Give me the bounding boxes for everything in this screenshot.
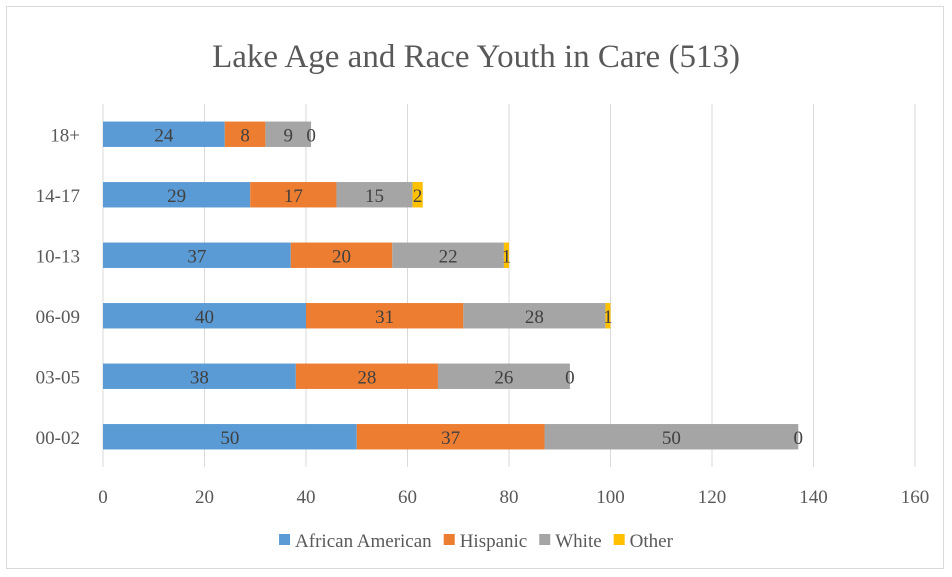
chart-frame: [6, 6, 944, 569]
data-label: 24: [154, 125, 174, 146]
bar-segment: [103, 303, 306, 329]
bar-segment: [290, 242, 393, 268]
data-label: 0: [794, 428, 804, 449]
chart-title: Lake Age and Race Youth in Care (513): [212, 39, 740, 75]
legend-swatch: [279, 534, 291, 545]
y-tick-label: 18+: [50, 125, 80, 146]
data-label: 0: [306, 125, 316, 146]
data-label: 22: [439, 246, 458, 267]
data-label: 37: [441, 428, 460, 449]
x-tick-label: 20: [195, 487, 214, 508]
bar-segment: [250, 182, 337, 208]
data-label: 20: [332, 246, 351, 267]
bar-segment: [463, 303, 606, 329]
bar-segment: [103, 424, 357, 450]
bar-segment: [224, 121, 266, 147]
bar-segment: [306, 303, 464, 329]
bar-segment: [605, 303, 611, 329]
bar-segment: [295, 363, 438, 389]
data-label: 17: [284, 186, 303, 207]
x-tick-label: 0: [98, 487, 108, 508]
x-tick-label: 160: [901, 487, 930, 508]
bar-segment: [103, 182, 251, 208]
y-tick-label: 14-17: [36, 186, 80, 207]
data-label: 9: [283, 125, 293, 146]
legend-label: African American: [295, 531, 432, 552]
data-label: 50: [220, 428, 239, 449]
x-tick-label: 80: [500, 487, 519, 508]
bar-segment: [412, 182, 423, 208]
data-label: 28: [357, 367, 376, 388]
legend-label: Other: [630, 531, 674, 552]
data-label: 28: [525, 307, 544, 328]
x-tick-label: 140: [799, 487, 828, 508]
legend-swatch: [613, 534, 625, 545]
x-tick-label: 60: [398, 487, 417, 508]
data-label: 0: [565, 367, 575, 388]
x-tick-label: 40: [297, 487, 316, 508]
y-tick-label: 06-09: [36, 307, 80, 328]
y-tick-label: 10-13: [36, 246, 80, 267]
data-label: 38: [190, 367, 209, 388]
data-label: 40: [195, 307, 214, 328]
bar-segment: [103, 121, 225, 147]
bar-segment: [392, 242, 504, 268]
legend-swatch: [539, 534, 551, 545]
bar-segment: [356, 424, 545, 450]
legend-swatch: [443, 534, 455, 545]
data-label: 8: [240, 125, 250, 146]
y-tick-label: 03-05: [36, 367, 80, 388]
bar-segment: [265, 121, 312, 147]
bar-segment: [336, 182, 413, 208]
data-label: 1: [603, 307, 613, 328]
x-tick-label: 120: [698, 487, 727, 508]
data-label: 15: [365, 186, 384, 207]
data-label: 37: [187, 246, 206, 267]
bar-segment: [544, 424, 799, 450]
bar-segment: [103, 363, 296, 389]
bars: 50 37 50 038 28 26 040 31 28 137 20 22 129 17 15 224 8 9 0: [103, 121, 804, 450]
legend: African American Hispanic White Other: [279, 531, 674, 552]
data-label: 26: [494, 367, 513, 388]
gridlines: [102, 104, 916, 467]
data-label: 2: [413, 186, 423, 207]
data-label: 29: [167, 186, 186, 207]
legend-label: Hispanic: [460, 531, 528, 552]
data-label: 31: [375, 307, 394, 328]
bar-segment: [103, 242, 291, 268]
data-label: 50: [662, 428, 681, 449]
y-tick-label: 00-02: [36, 428, 80, 449]
bar-segment: [503, 242, 509, 268]
x-tick-label: 100: [596, 487, 625, 508]
legend-label: White: [555, 531, 601, 552]
y-axis: 00-02 03-05 06-09 10-13 14-17 18+: [36, 125, 80, 449]
x-axis: 0 20 40 60 80 100 120 140 160: [98, 487, 929, 508]
data-label: 1: [502, 246, 512, 267]
bar-segment: [437, 363, 570, 389]
